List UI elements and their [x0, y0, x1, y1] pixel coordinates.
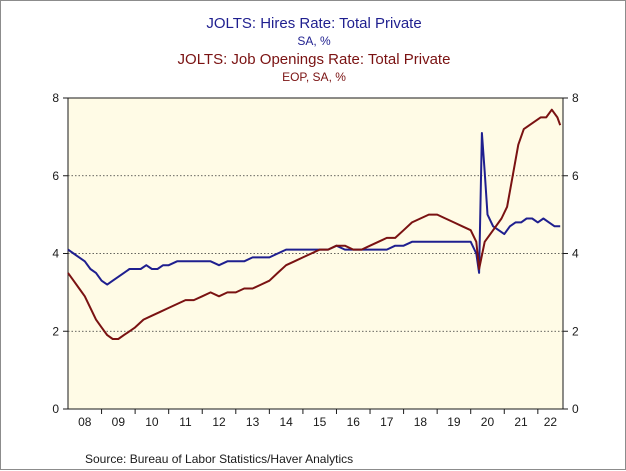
legend-title-line: EOP, SA, % [282, 70, 346, 84]
x-tick-label: 17 [380, 415, 394, 429]
y-axis-ticks: 0 0 2 2 4 4 6 6 8 8 [52, 91, 579, 416]
plot-area [67, 97, 564, 410]
legend-title-line: SA, % [297, 34, 331, 48]
x-tick-label: 15 [313, 415, 327, 429]
y-tick-label-left: 8 [52, 91, 59, 105]
x-tick-label: 14 [279, 415, 293, 429]
x-tick-label: 11 [179, 415, 192, 429]
y-tick-label-right: 2 [572, 324, 579, 338]
x-tick-label: 19 [447, 415, 461, 429]
x-tick-label: 09 [112, 415, 126, 429]
x-tick-label: 18 [414, 415, 428, 429]
chart-legend-titles: JOLTS: Hires Rate: Total Private SA, % JOL… [178, 15, 451, 84]
x-tick-label: 13 [246, 415, 260, 429]
series-lines [67, 108, 562, 340]
x-tick-label: 22 [544, 415, 558, 429]
y-tick-label-right: 0 [572, 402, 579, 416]
x-axis-ticks: 08 09 10 11 12 13 14 15 16 17 18 19 20 21 22 [78, 409, 557, 429]
y-tick-label-right: 6 [572, 169, 579, 183]
y-tick-label-left: 6 [52, 169, 59, 183]
x-tick-label: 20 [481, 415, 495, 429]
y-tick-label-right: 8 [572, 91, 579, 105]
x-tick-label: 10 [145, 415, 159, 429]
legend-title-line: JOLTS: Hires Rate: Total Private [206, 15, 421, 32]
y-tick-label-left: 4 [52, 247, 59, 261]
x-tick-label: 08 [78, 415, 92, 429]
job-openings-rate-line [67, 108, 562, 340]
y-tick-label-right: 4 [572, 247, 579, 261]
source-note: Source: Bureau of Labor Statistics/Haver… [85, 452, 353, 466]
x-tick-label: 16 [347, 415, 361, 429]
y-tick-label-left: 2 [52, 324, 59, 338]
x-tick-label: 21 [514, 415, 528, 429]
legend-title-line: JOLTS: Job Openings Rate: Total Private [178, 51, 451, 68]
y-tick-label-left: 0 [52, 402, 59, 416]
x-tick-label: 12 [212, 415, 226, 429]
